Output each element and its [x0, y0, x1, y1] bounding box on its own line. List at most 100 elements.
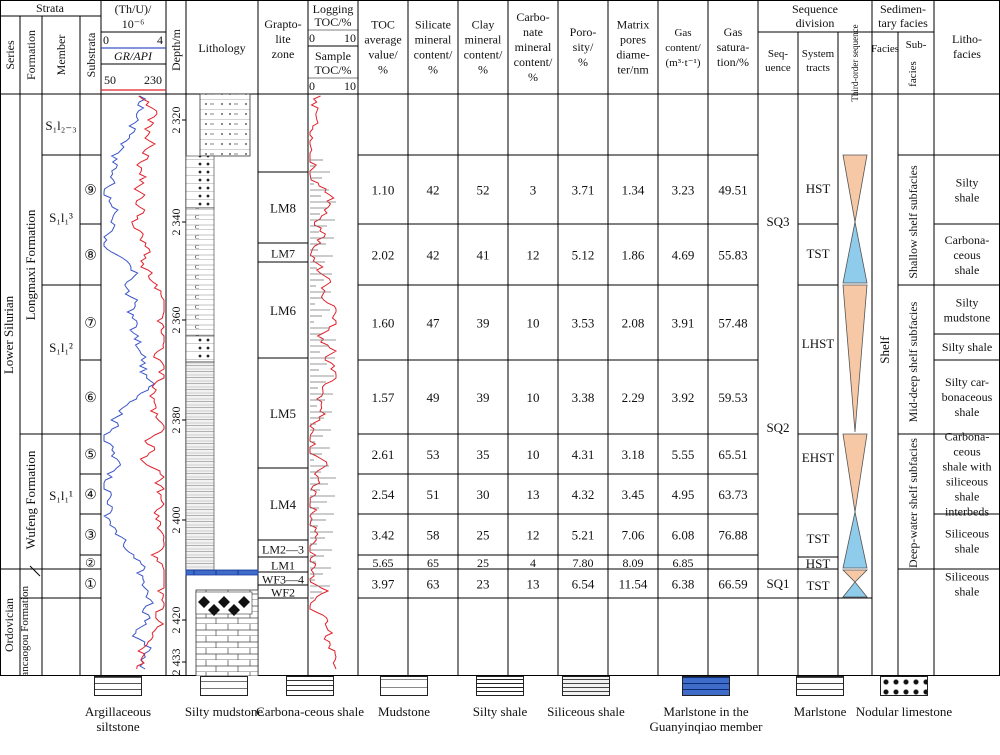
tract-tst-1: TST [806, 246, 829, 261]
cell-carbonate: 10 [527, 390, 540, 405]
toc-header-line: % [378, 63, 388, 77]
facies-shelf: Shelf [877, 336, 892, 364]
cell-silicate: 47 [427, 316, 441, 331]
zone-wf2: WF2 [271, 586, 295, 600]
carbonate-header-line: % [528, 70, 538, 84]
facies-labels: Shelf Shallow shelf subfacies Mid-deep s… [877, 165, 920, 568]
logtoc-label-1: Logging [313, 2, 354, 16]
porosity-header-line: Poro- [570, 25, 597, 39]
cell-silicate: 49 [427, 390, 440, 405]
gas_sat-header-line: satura- [717, 40, 750, 54]
samtoc-min: 0 [309, 79, 315, 93]
cell-silicate: 42 [427, 248, 440, 263]
cell-porosity: 3.38 [572, 390, 595, 405]
lithofacies-carbonaceous-siliceous: shale with [943, 460, 992, 474]
data-rows: 1.10 42 52 3 3.71 1.34 3.23 49.512.02 42 41 12 5.12… [372, 183, 748, 592]
porosity-header-line: sity/ [573, 40, 594, 54]
tract-tst-3: TST [806, 578, 829, 593]
logging-toc-curve [309, 95, 338, 670]
substrata-4: ④ [84, 488, 97, 503]
cell-matrix: 3.18 [622, 447, 645, 462]
depth-label: Depth/m [169, 28, 183, 71]
triangle-regressive-lhst [842, 284, 868, 433]
gas_content-header-line: Gas [674, 27, 691, 39]
table-grid [0, 0, 1000, 676]
legend-label-carbonaceous-shale: Carbona-ceous shale [256, 704, 364, 719]
logtoc-label-2: TOC/% [314, 15, 351, 29]
triangle-regressive-hst-2 [842, 569, 868, 583]
lithofacies-silty-carbonaceous-shale: bonaceous [942, 390, 993, 404]
legend-swatch-carbonaceous-shale [286, 676, 334, 696]
legend-item-marlstone: Marlstone [765, 676, 875, 719]
header-labels: Strata Series Formation Member Substrata… [3, 1, 356, 93]
cell-toc: 2.54 [372, 487, 395, 502]
substrata-9: ⑨ [84, 184, 97, 199]
lithofacies-carbonaceous-siliceous: siliceous [946, 475, 988, 489]
legend-swatch-silty-mudstone [200, 676, 248, 696]
cell-matrix: 1.34 [622, 183, 645, 198]
cell-sat: 57.48 [718, 316, 747, 331]
legend-swatch-marlstone [796, 676, 844, 696]
depth-tick: 2 400 [169, 507, 183, 534]
subfacies-shallow: Shallow shelf subfacies [906, 165, 920, 279]
legend-swatch-silty-shale [476, 676, 524, 696]
cell-sat: 76.88 [718, 528, 747, 543]
substrata-1: ① [84, 578, 97, 593]
seqdiv-label-2: division [796, 16, 835, 30]
cell-clay: 25 [477, 556, 489, 570]
legend-item-silty-mudstone: Silty mudstone [169, 676, 279, 719]
subfacies-deep-water: Deep-water shelf subfacies [906, 438, 920, 568]
cell-gas: 6.38 [672, 577, 695, 592]
lithofacies-labels: SiltyshaleCarbona-ceousshaleSiltymudston… [942, 176, 993, 599]
legend-label-mudstone: Mudstone [378, 704, 430, 719]
legend-label-marlstone-guanyinqiao: Marlstone in the Guanyinqiao member [649, 704, 763, 734]
cell-carbonate: 13 [527, 577, 540, 592]
silicate-header-line: Silicate [415, 18, 451, 32]
legend-item-nodular-limestone: Nodular limestone [849, 676, 959, 719]
samtoc-max: 10 [344, 79, 356, 93]
formation-label: Formation [24, 30, 38, 80]
lithofacies-siliceous-shale-2: shale [955, 585, 980, 599]
formation-jiancaogou: Jiancaogou Formation [19, 585, 31, 676]
lithofacies-label-2: facies [953, 47, 981, 61]
tract-ehst: EHST [802, 450, 835, 465]
cell-carbonate: 10 [527, 447, 540, 462]
lithofacies-silty-carbonaceous-shale: shale [955, 405, 980, 419]
substrata-6: ⑥ [84, 391, 97, 406]
cell-silicate: 51 [427, 487, 440, 502]
legend-swatch-argillaceous-siltstone [94, 676, 142, 696]
wufeng-marker [29, 565, 41, 577]
grapto-label-3: zone [272, 47, 295, 61]
litho-siliceous-shale [185, 361, 215, 571]
triangle-regressive-ehst [842, 433, 868, 513]
cell-gas: 3.92 [672, 390, 695, 405]
cell-gas: 4.95 [672, 487, 695, 502]
legend: Argillaceous siltstone Silty mudstone Carb… [0, 676, 1000, 755]
series-ordovician: Ordovician [2, 598, 16, 652]
tract-hst-2: HST [806, 556, 831, 571]
formation-wufeng: Wufeng Formation [23, 450, 38, 549]
cell-toc: 1.60 [372, 316, 395, 331]
gas_content-header-line: (m³·t⁻¹) [665, 57, 700, 69]
cell-carbonate: 3 [530, 183, 537, 198]
cell-silicate: 65 [427, 556, 439, 570]
cell-carbonate: 13 [527, 487, 540, 502]
cell-matrix: 2.08 [622, 316, 645, 331]
cell-silicate: 42 [427, 183, 440, 198]
substrata-labels: ⑨ ⑧ ⑦ ⑥ ⑤ ④ ③ ② ① [84, 184, 97, 593]
matrix-header-line: diame- [616, 48, 649, 62]
lithofacies-carbonaceous-siliceous: Carbona- [945, 430, 990, 444]
cell-sat: 66.59 [718, 577, 747, 592]
cell-porosity: 5.12 [572, 248, 595, 263]
member-s1l11: S₁l₁¹ [49, 488, 73, 503]
carbonate-header-line: mineral [515, 40, 552, 54]
substrata-2: ② [85, 556, 96, 570]
cell-porosity: 6.54 [572, 577, 595, 592]
cell-clay: 39 [477, 390, 490, 405]
formation-longmaxi: Longmaxi Formation [23, 209, 38, 320]
legend-label-silty-mudstone: Silty mudstone [184, 704, 264, 719]
cell-matrix: 2.29 [622, 390, 645, 405]
cell-porosity: 7.80 [573, 556, 594, 570]
legend-item-siliceous-shale: Siliceous shale [531, 676, 641, 719]
